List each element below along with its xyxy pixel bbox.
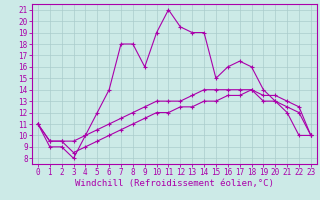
X-axis label: Windchill (Refroidissement éolien,°C): Windchill (Refroidissement éolien,°C) (75, 179, 274, 188)
